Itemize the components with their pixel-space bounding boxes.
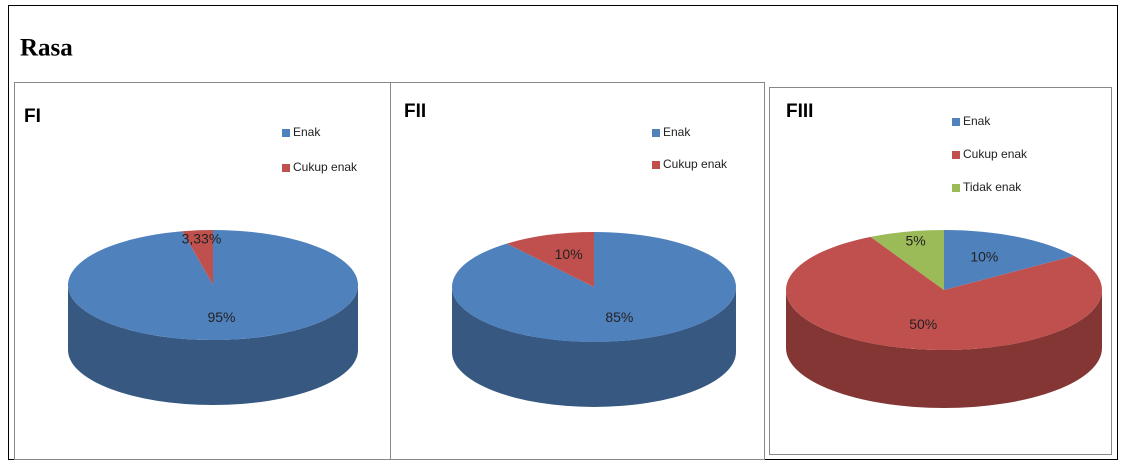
legend-label: Cukup enak — [293, 160, 358, 174]
legend-swatch — [652, 129, 660, 137]
value-label: 50% — [909, 316, 937, 332]
value-label: 3,33% — [182, 231, 222, 247]
value-label: 5% — [906, 233, 926, 249]
chart-title: FI — [24, 106, 41, 127]
pie-slice — [870, 230, 944, 290]
legend-label: Enak — [293, 125, 321, 139]
legend-swatch — [282, 129, 290, 137]
pie-side — [68, 285, 358, 405]
legend-swatch — [652, 161, 660, 169]
pie-slice — [67, 230, 358, 340]
page-title: Rasa — [20, 35, 73, 62]
value-label: 85% — [605, 309, 633, 325]
pie-side — [452, 287, 736, 407]
legend-swatch — [952, 151, 960, 159]
panel — [769, 87, 1112, 455]
legend-label: Tidak enak — [963, 180, 1022, 194]
legend-label: Enak — [963, 114, 991, 128]
value-label: 10% — [555, 246, 583, 262]
value-label: 10% — [970, 249, 998, 265]
legend-label: Enak — [663, 125, 691, 139]
pie-slice — [786, 236, 1103, 351]
chart-title: FIII — [786, 101, 813, 122]
panel — [390, 82, 765, 460]
legend-label: Cukup enak — [663, 157, 728, 171]
value-label: 95% — [207, 309, 235, 325]
legend-swatch — [952, 118, 960, 126]
legend-swatch — [282, 164, 290, 172]
pie-slice — [944, 230, 1075, 290]
legend-swatch — [952, 184, 960, 192]
pie-side — [786, 290, 1102, 408]
legend-label: Cukup enak — [963, 147, 1028, 161]
chart-title: FII — [404, 101, 426, 122]
pie-slice — [182, 230, 213, 285]
pie-slice — [506, 232, 594, 287]
